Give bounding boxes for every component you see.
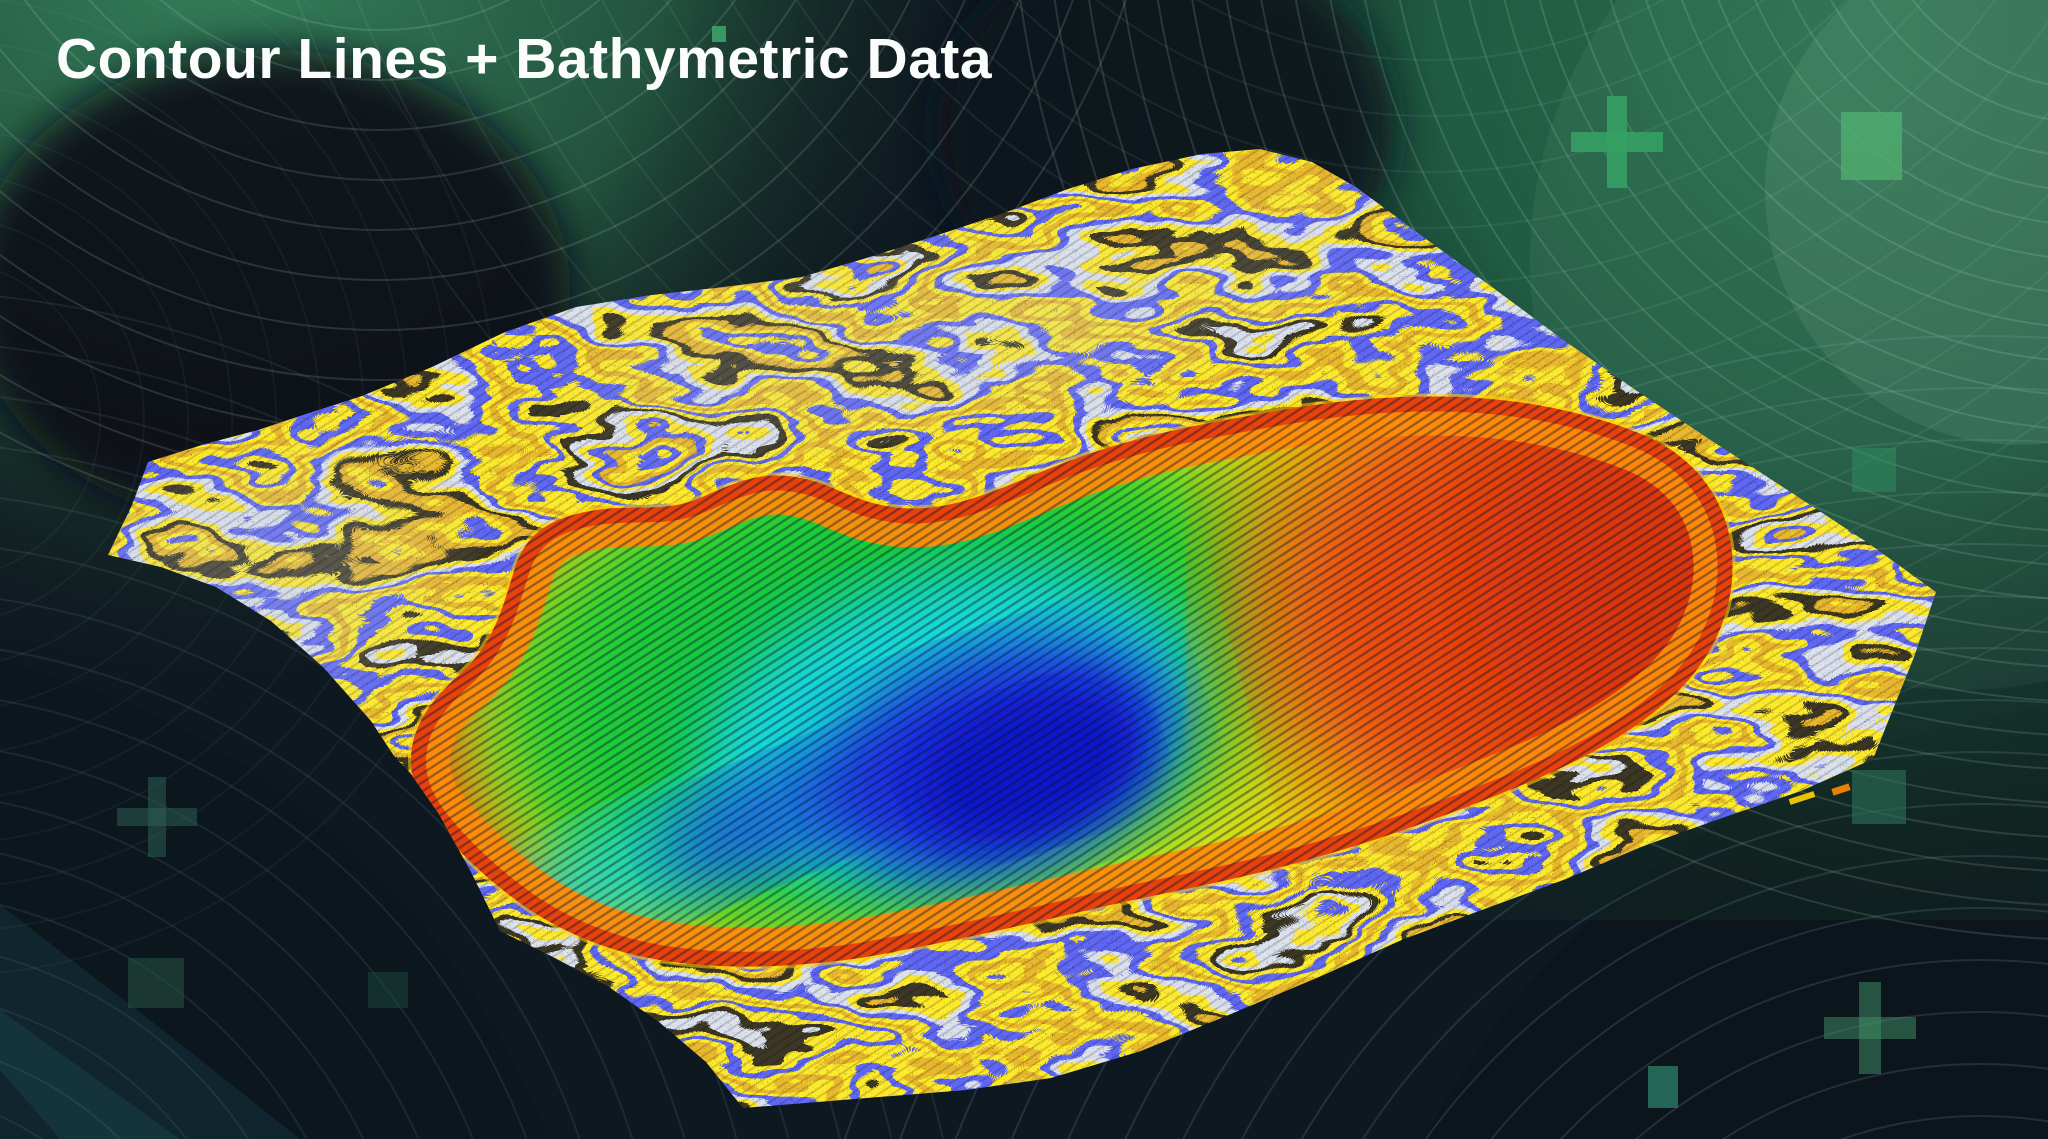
dash-accent <box>1831 783 1851 796</box>
ring-arc <box>1559 959 2048 1139</box>
ring-arc <box>1195 0 1665 61</box>
ring-arc <box>0 0 966 381</box>
ring-arc <box>1182 647 2048 1139</box>
square-accent <box>1841 112 1902 180</box>
square-accent <box>128 958 184 1008</box>
square-accent <box>1852 770 1906 824</box>
green-haze-circle <box>1765 0 2048 445</box>
ring-arc <box>1361 803 2048 1139</box>
ring-arc <box>0 133 233 707</box>
ring-arc <box>1839 1115 2048 1139</box>
ring-arc <box>1721 1063 2048 1139</box>
ring-arc <box>0 270 101 570</box>
square-accent <box>1852 448 1896 492</box>
ring-arc <box>1095 0 1765 117</box>
decoration-layer <box>117 26 1916 1108</box>
ring-arc <box>23 0 737 181</box>
plus-icon <box>148 777 166 857</box>
square-accent <box>712 26 726 42</box>
plus-icon <box>1859 982 1881 1074</box>
ring-arc <box>0 88 277 752</box>
page-title: Contour Lines + Bathymetric Data <box>56 27 993 91</box>
ring-arc <box>1011 0 1849 173</box>
ring-arc <box>1067 543 2048 1139</box>
teal-wedge-bottom-left-2 <box>0 1010 180 1139</box>
ring-arc <box>0 178 189 662</box>
square-accent <box>368 972 408 1008</box>
ring-arc <box>249 0 511 31</box>
ring-arc <box>899 387 2048 1139</box>
ring-arc <box>88 0 672 131</box>
ring-arc <box>1241 699 2048 1139</box>
dash-accent <box>1788 791 1816 805</box>
ring-arc <box>1300 751 2048 1139</box>
ring-arc <box>1490 907 2048 1139</box>
ring-arc <box>0 0 797 231</box>
ring-arc <box>935 0 1925 229</box>
ring-arc <box>1011 491 2048 1139</box>
ring-arc <box>0 0 855 281</box>
square-accent <box>1648 1066 1678 1108</box>
ring-arc <box>1635 1011 2048 1139</box>
plus-icon <box>1607 96 1627 188</box>
ring-arc <box>0 224 145 616</box>
ring-arc <box>1424 855 2048 1139</box>
ring-arc <box>0 0 911 331</box>
ring-arc <box>954 439 2048 1139</box>
ring-arc <box>1124 595 2048 1139</box>
ring-arc <box>159 0 601 81</box>
ring-arc <box>844 335 2048 1139</box>
